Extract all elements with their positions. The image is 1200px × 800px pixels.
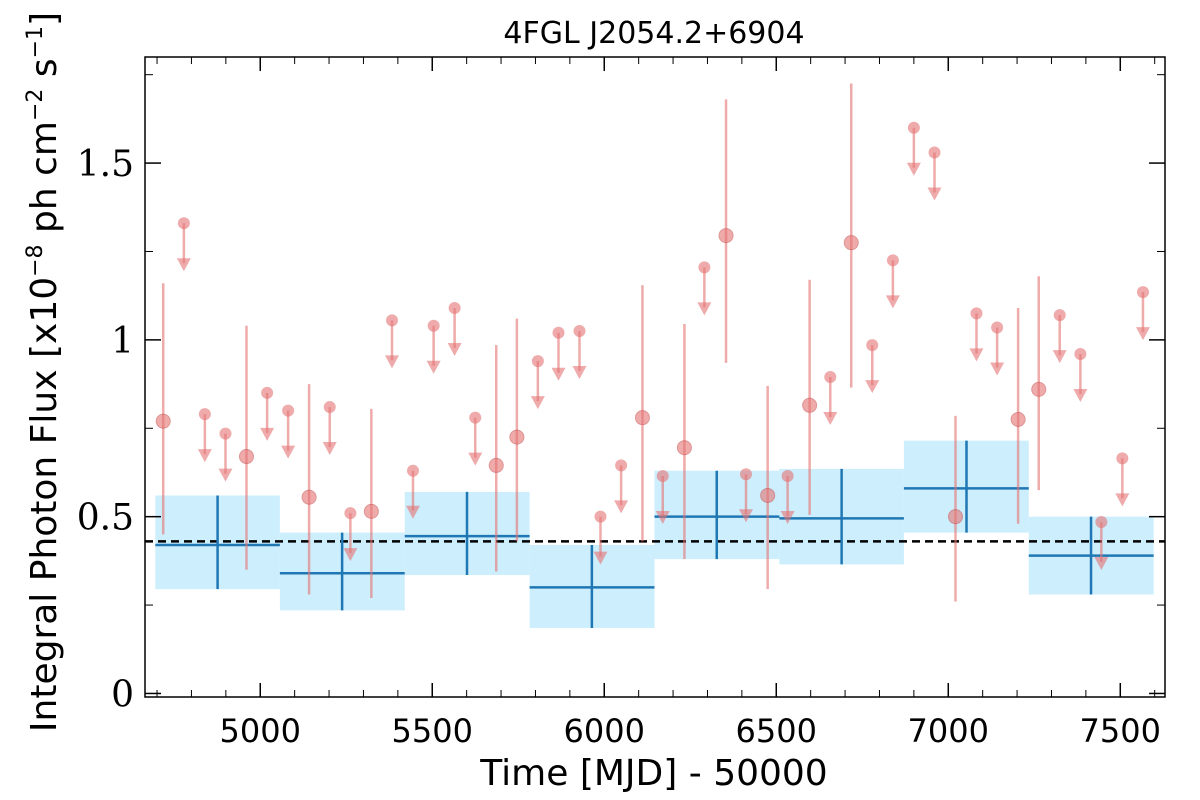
- plot-frame: [144, 56, 1166, 698]
- y-tick-label: 0.5: [77, 498, 134, 539]
- detection-point: [488, 457, 504, 473]
- upper-limit-arrowhead: [1094, 556, 1109, 570]
- upper-limit-arrowhead: [197, 449, 212, 463]
- upper-limit-arrowhead: [885, 295, 900, 309]
- upper-limit-point: [781, 470, 794, 483]
- upper-limit-point: [469, 411, 482, 424]
- upper-limit-arrowhead: [322, 442, 337, 456]
- y-axis-label: Integral Photon Flux [x10−8 ph cm−2 s−1]: [23, 12, 65, 732]
- upper-limit-arrowhead: [1135, 327, 1150, 341]
- detection-point: [509, 429, 525, 445]
- upper-limit-point: [907, 121, 920, 134]
- y-tick-label: 1: [111, 321, 134, 362]
- detection-point: [1031, 381, 1047, 397]
- y-tick-label: 0: [111, 674, 134, 715]
- upper-limit-point: [656, 470, 669, 483]
- upper-limit-arrowhead: [218, 468, 233, 482]
- upper-limit-arrowhead: [780, 511, 795, 525]
- upper-limit-point: [448, 302, 461, 315]
- upper-limit-point: [1074, 348, 1087, 361]
- upper-limit-point: [177, 217, 190, 230]
- detection-point: [363, 503, 379, 519]
- upper-limit-arrowhead: [176, 258, 191, 272]
- upper-limit-point: [615, 459, 628, 472]
- upper-limit-point: [261, 386, 274, 399]
- upper-limit-point: [866, 339, 879, 352]
- upper-limit-arrowhead: [1052, 350, 1067, 364]
- upper-limit-arrowhead: [530, 396, 545, 410]
- x-tick-label: 5000: [220, 712, 301, 750]
- y-tick-label: 1.5: [77, 144, 134, 185]
- upper-limit-point: [323, 401, 336, 414]
- upper-limit-arrowhead: [260, 427, 275, 441]
- detection-point: [634, 410, 650, 426]
- upper-limit-point: [594, 510, 607, 523]
- x-tick-label: 6000: [564, 712, 645, 750]
- upper-limit-arrowhead: [823, 412, 838, 425]
- upper-limit-point: [1116, 452, 1129, 465]
- x-tick-label: 7500: [1080, 712, 1161, 750]
- upper-limit-point: [406, 464, 419, 477]
- upper-limit-point: [282, 404, 295, 417]
- upper-limit-arrowhead: [969, 348, 984, 362]
- upper-limit-point: [427, 319, 440, 332]
- upper-limit-arrowhead: [927, 187, 942, 201]
- upper-limit-arrowhead: [738, 509, 753, 523]
- upper-limit-point: [344, 507, 357, 520]
- upper-limit-point: [219, 427, 232, 440]
- upper-limit-arrowhead: [385, 355, 400, 369]
- detection-point: [843, 235, 859, 251]
- chart-title: 4FGL J2054.2+6904: [503, 16, 804, 51]
- detection-point: [301, 489, 317, 505]
- upper-limit-arrowhead: [990, 362, 1005, 376]
- detection-point: [155, 413, 171, 429]
- upper-limit-point: [531, 355, 544, 368]
- upper-limit-point: [552, 326, 565, 339]
- upper-limit-arrowhead: [865, 380, 880, 394]
- upper-limit-point: [1095, 515, 1108, 528]
- x-tick-label: 5500: [392, 712, 473, 750]
- upper-limit-arrowhead: [426, 360, 441, 374]
- upper-limit-point: [970, 307, 983, 320]
- upper-limit-arrowhead: [1115, 493, 1130, 507]
- upper-limit-point: [573, 325, 586, 338]
- upper-limit-point: [739, 468, 752, 481]
- upper-limit-point: [991, 321, 1004, 334]
- upper-limit-point: [1053, 309, 1066, 322]
- x-axis-label: Time [MJD] - 50000: [479, 753, 827, 794]
- upper-limit-point: [928, 146, 941, 159]
- detection-point: [238, 449, 254, 465]
- upper-limit-arrowhead: [572, 366, 587, 380]
- x-tick-label: 6500: [736, 712, 817, 750]
- upper-limit-arrowhead: [906, 162, 921, 176]
- plot-area: 5000 5500 6000 6500 7000 7500 0 0.5 1 1.5: [77, 56, 1166, 750]
- upper-limit-arrowhead: [1073, 389, 1088, 403]
- detection-point: [760, 487, 776, 503]
- upper-limit-arrowhead: [468, 452, 483, 466]
- detection-point: [718, 228, 734, 244]
- upper-limit-point: [824, 371, 837, 383]
- x-tick-label: 7000: [908, 712, 989, 750]
- upper-limit-point: [698, 261, 711, 274]
- upper-limit-point: [886, 254, 899, 267]
- upper-limit-point: [198, 408, 211, 421]
- upper-limit-arrowhead: [655, 511, 670, 525]
- upper-limit-arrowhead: [343, 548, 358, 562]
- upper-limit-point: [1136, 286, 1149, 299]
- upper-limit-arrowhead: [447, 343, 462, 357]
- upper-limit-arrowhead: [405, 505, 420, 519]
- upper-limit-arrowhead: [614, 500, 629, 514]
- upper-limit-point: [386, 314, 399, 327]
- detection-point: [1010, 411, 1026, 427]
- detection-point: [676, 440, 692, 456]
- upper-limit-arrowhead: [697, 302, 712, 316]
- upper-limit-arrowhead: [281, 445, 296, 459]
- detection-point: [947, 509, 963, 525]
- upper-limit-arrowhead: [551, 367, 566, 381]
- upper-limit-arrowhead: [593, 551, 608, 565]
- detection-point: [802, 397, 818, 413]
